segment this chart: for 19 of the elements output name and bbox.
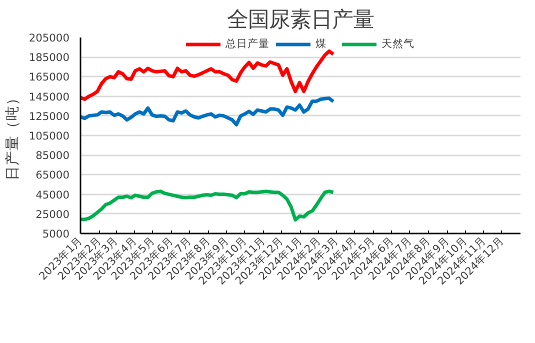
y-tick-label: 105000 (28, 130, 70, 142)
line-series (80, 49, 336, 101)
legend-label: 总日产量 (226, 37, 270, 51)
y-tick-label: 65000 (36, 168, 70, 182)
y-tick-label: 125000 (28, 110, 70, 123)
line-series (80, 96, 336, 126)
y-tick-label: 85000 (36, 149, 70, 162)
chart-title: 全国尿素日产量 (227, 8, 374, 32)
y-tick-label: 45000 (36, 188, 70, 202)
y-axis-title: 日产量（吨） (4, 90, 21, 180)
line-series (80, 190, 336, 222)
y-tick-label: 205000 (28, 32, 70, 44)
y-tick-label: 25000 (36, 208, 70, 221)
y-tick-label: 145000 (28, 90, 70, 104)
y-tick-label: 185000 (28, 51, 70, 64)
legend-label: 煤 (316, 37, 328, 51)
y-tick-label: 5000 (42, 228, 70, 240)
y-tick-label: 165000 (28, 70, 70, 84)
legend-label: 天然气 (382, 37, 414, 51)
